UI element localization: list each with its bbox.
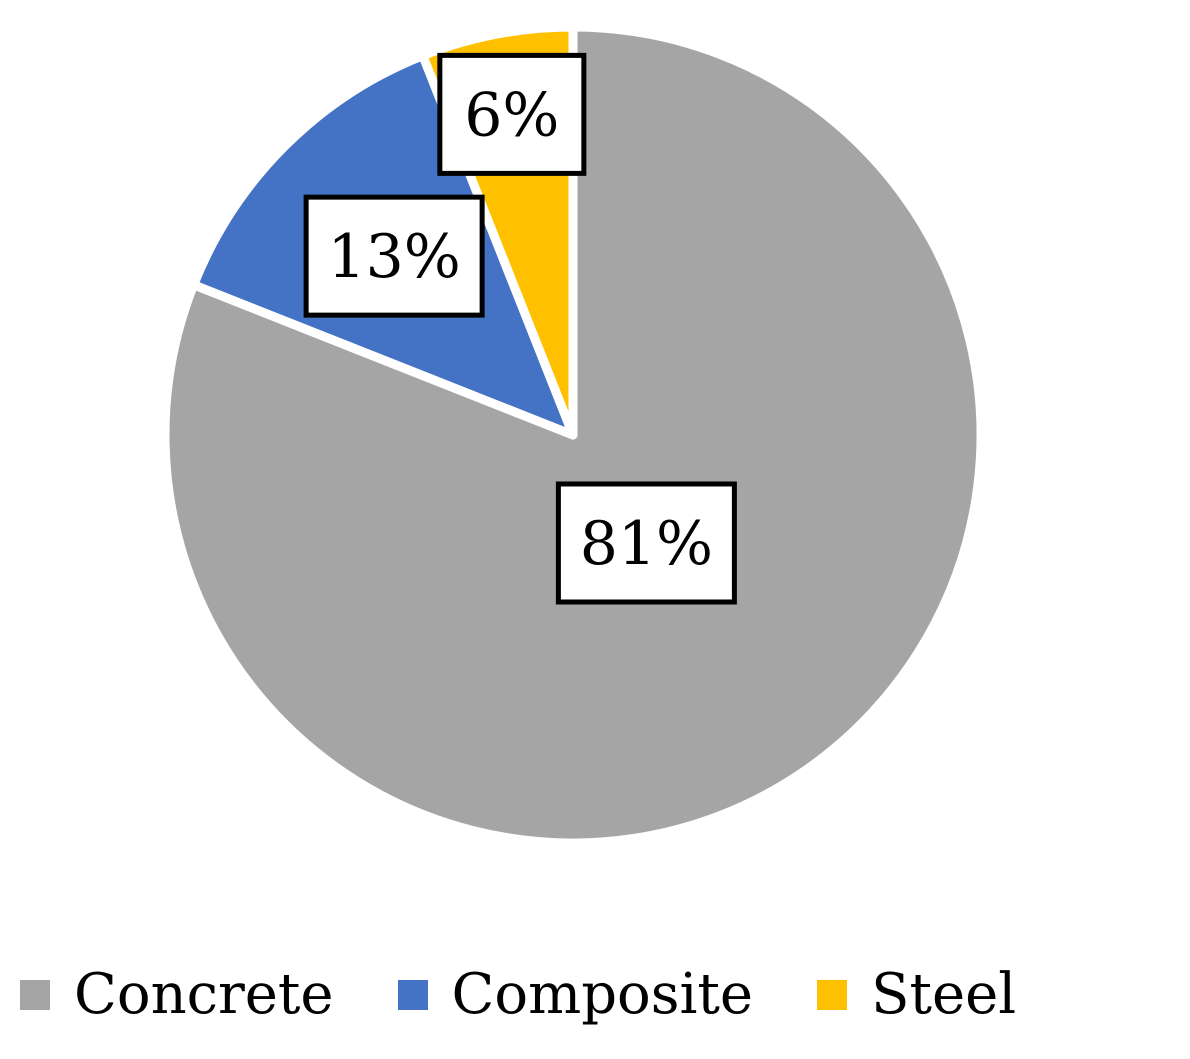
legend-item-concrete: Concrete: [20, 967, 334, 1023]
data-label-text: 13%: [327, 222, 460, 292]
legend-swatch-concrete: [20, 980, 50, 1010]
legend-label-composite: Composite: [451, 962, 754, 1027]
data-label-box: [555, 481, 737, 605]
legend-label-concrete: Concrete: [74, 962, 334, 1027]
data-label-concrete: 81%: [555, 481, 737, 605]
data-label-box: [437, 52, 587, 176]
data-label-steel: 6%: [437, 52, 587, 176]
data-label-text: 6%: [464, 80, 559, 150]
data-label-box: [303, 194, 485, 318]
pie-data-labels: 81% 13% 6%: [303, 52, 737, 605]
legend-item-steel: Steel: [817, 967, 1016, 1023]
data-label-composite: 13%: [303, 194, 485, 318]
legend-label-steel: Steel: [871, 962, 1017, 1027]
chart-legend: Concrete Composite Steel: [0, 955, 1190, 1035]
data-label-text: 81%: [580, 509, 713, 579]
legend-swatch-steel: [817, 980, 848, 1010]
legend-item-composite: Composite: [397, 962, 754, 1027]
legend-swatch-composite: [397, 980, 428, 1010]
pie-slice-concrete: [160, 22, 986, 848]
